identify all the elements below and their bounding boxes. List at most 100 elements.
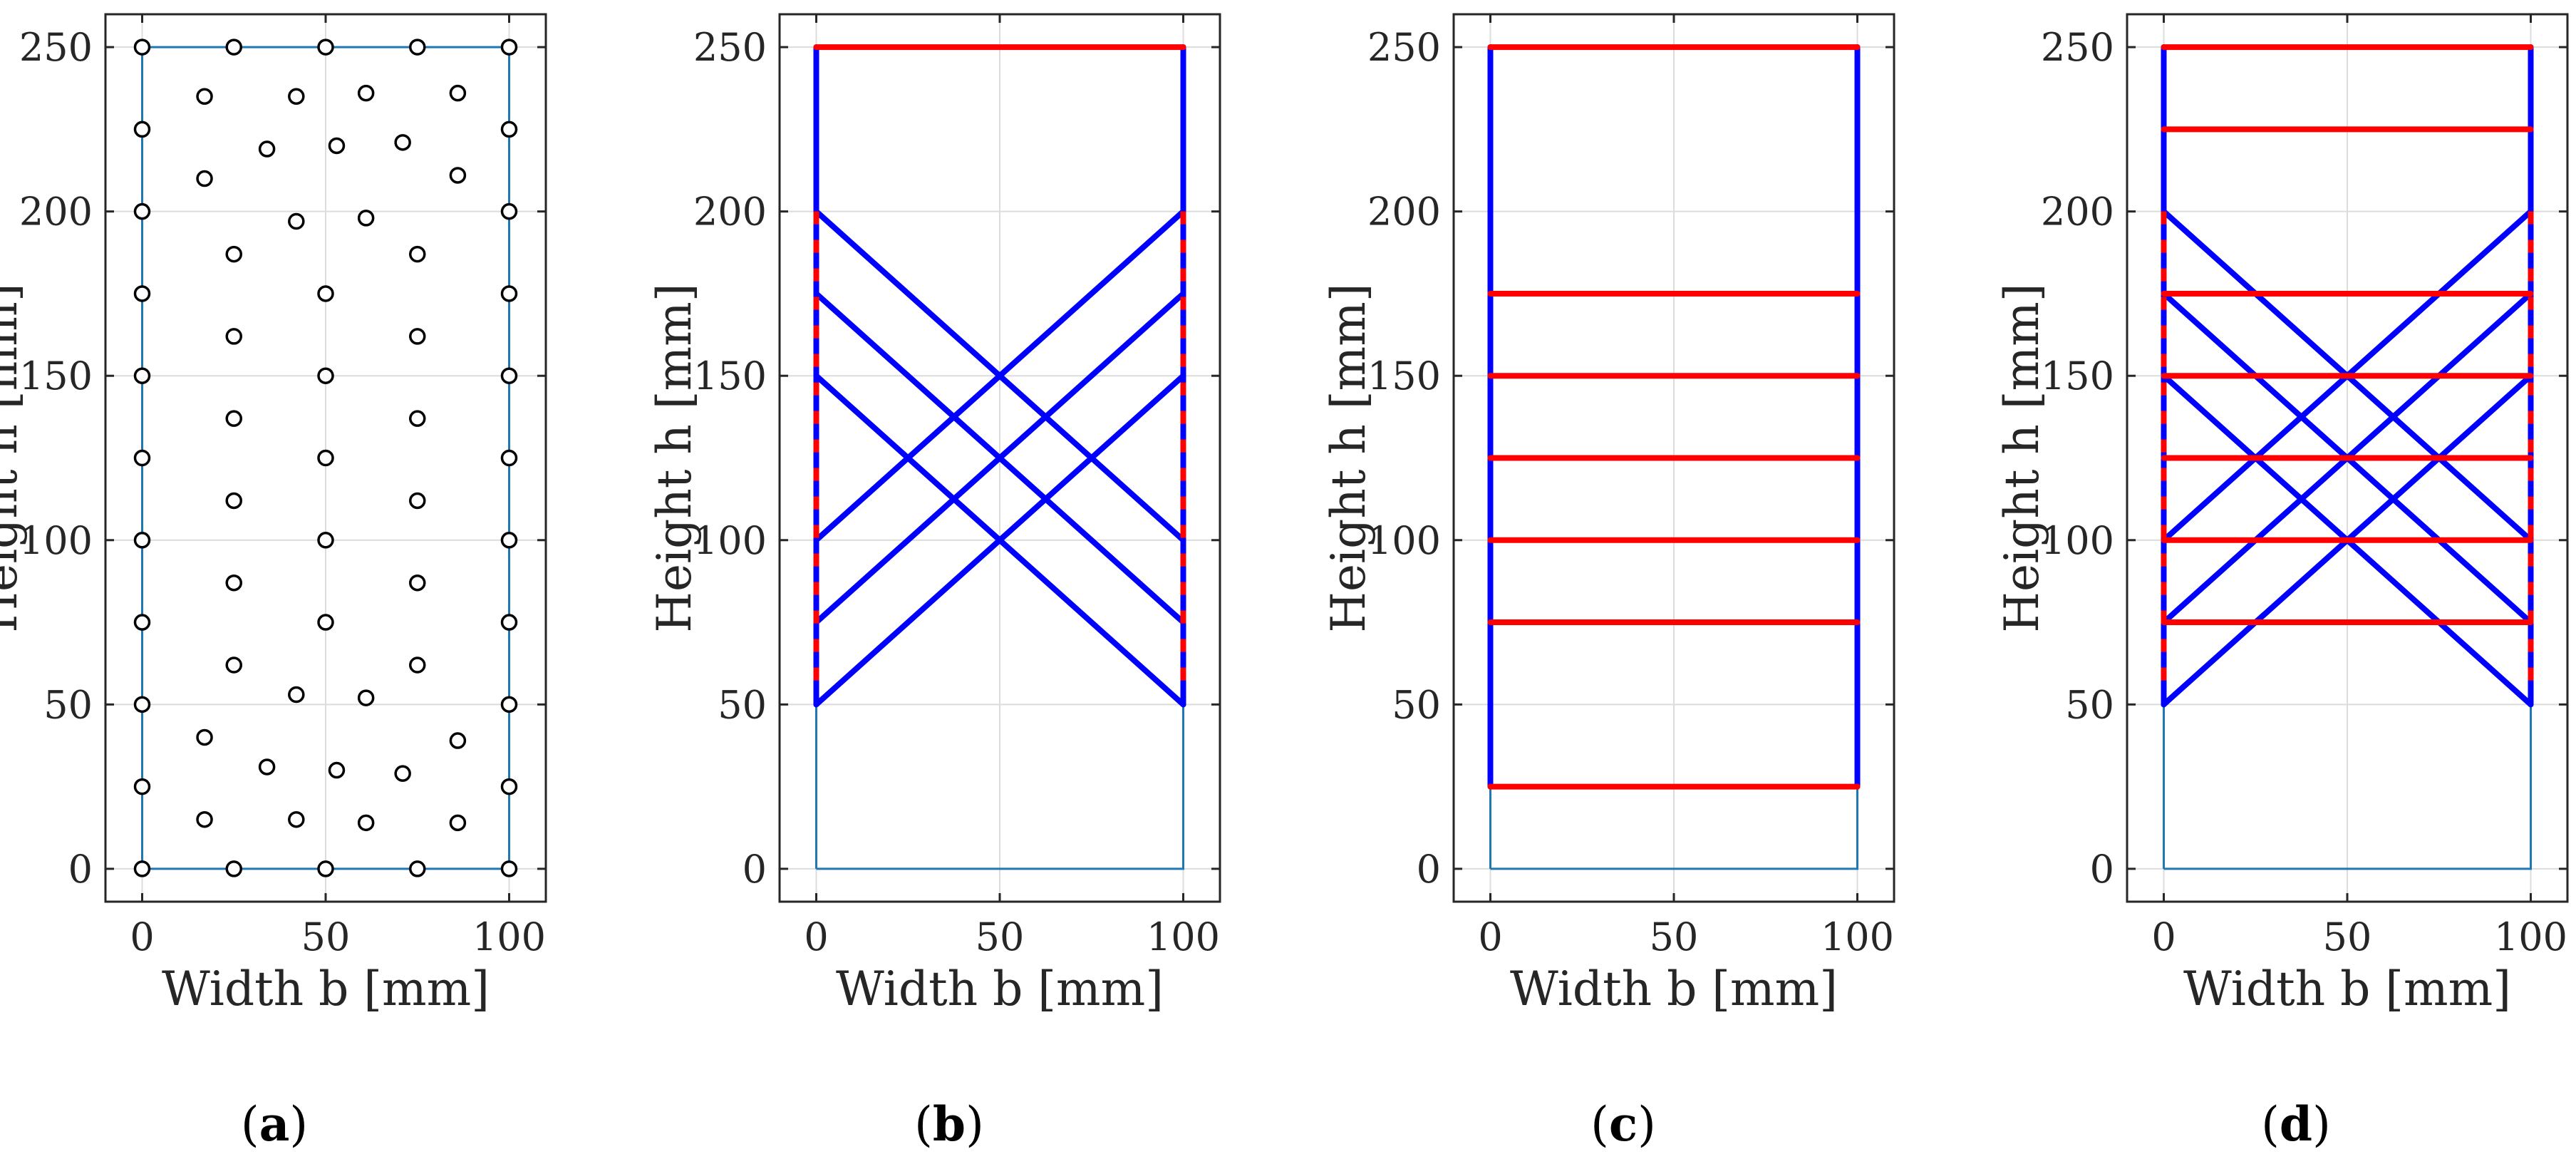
y-axis-label: Height h [mm] — [1995, 283, 2049, 632]
data-point — [133, 120, 151, 138]
data-point — [500, 367, 518, 384]
x-tick-label: 50 — [301, 915, 351, 959]
data-point — [500, 120, 518, 138]
data-point — [258, 758, 276, 776]
y-tick-label: 250 — [1367, 25, 1441, 70]
data-point — [317, 614, 334, 631]
data-point — [449, 84, 467, 102]
x-tick-label: 100 — [2494, 915, 2567, 959]
data-point — [409, 860, 426, 877]
panel-caption: (c) — [1590, 1096, 1656, 1152]
y-tick-label: 100 — [693, 518, 767, 563]
data-point — [357, 689, 375, 706]
data-point — [317, 449, 334, 467]
data-point — [328, 761, 346, 779]
panel-a: 0 50 100 0 50 100 150 200 250 Width b [mm] Height … — [0, 13, 547, 1152]
data-point — [449, 167, 467, 184]
panels: 0 50 100 0 50 100 150 200 250 Width b [mm] Height … — [0, 13, 2569, 1152]
data-point — [500, 532, 518, 549]
x-tick-label: 0 — [804, 915, 828, 959]
data-point — [133, 778, 151, 795]
data-point — [133, 202, 151, 220]
data-point — [500, 614, 518, 631]
data-point — [500, 202, 518, 220]
data-point — [394, 134, 411, 151]
y-tick-label: 50 — [718, 682, 767, 727]
strut-line — [813, 373, 1186, 708]
y-tick-label: 50 — [2065, 682, 2114, 727]
data-point — [133, 38, 151, 56]
data-point — [288, 88, 305, 105]
data-point — [328, 137, 346, 155]
data-point — [409, 656, 426, 674]
data-point — [357, 84, 375, 102]
y-tick-label: 200 — [2041, 190, 2114, 235]
data-point — [133, 860, 151, 877]
data-point — [225, 245, 242, 263]
x-axis-label: Width b [mm] — [1510, 962, 1838, 1016]
y-tick-label: 100 — [2041, 518, 2114, 563]
data-point — [225, 574, 242, 592]
panel-c: 0 50 100 0 50 100 150 200 250 Width b [mm] Height … — [1321, 13, 1895, 1152]
x-axis-label: Width b [mm] — [836, 962, 1164, 1016]
x-tick-label: 100 — [1147, 915, 1220, 959]
data-point — [225, 410, 242, 427]
data-point — [409, 38, 426, 56]
data-point — [196, 170, 213, 187]
y-tick-label: 200 — [19, 190, 93, 235]
panel-d: 0 50 100 0 50 100 150 200 250 Width b [mm] Height … — [1995, 13, 2569, 1152]
x-axis-label: Width b [mm] — [162, 962, 490, 1016]
data-point — [225, 656, 242, 674]
x-tick-label: 0 — [1478, 915, 1502, 959]
y-axis-label: Height h [mm] — [1321, 283, 1376, 632]
y-tick-label: 100 — [19, 518, 93, 563]
data-point — [317, 532, 334, 549]
data-point — [196, 728, 213, 746]
data-point — [409, 328, 426, 345]
y-tick-label: 100 — [1367, 518, 1441, 563]
data-point — [500, 778, 518, 795]
data-point — [225, 860, 242, 877]
data-point — [133, 696, 151, 714]
panel-b: 0 50 100 0 50 100 150 200 250 Width b [mm] Height … — [647, 13, 1221, 1152]
data-point — [409, 574, 426, 592]
x-tick-label: 100 — [1821, 915, 1894, 959]
data-point — [500, 696, 518, 714]
x-tick-label: 50 — [2323, 915, 2372, 959]
data-point — [500, 38, 518, 56]
y-tick-label: 250 — [693, 25, 767, 70]
data-point — [449, 814, 467, 832]
data-point — [500, 449, 518, 467]
data-point — [133, 449, 151, 467]
y-tick-label: 50 — [43, 682, 93, 727]
data-point — [133, 532, 151, 549]
data-point — [196, 810, 213, 828]
data-point — [317, 367, 334, 384]
data-point — [196, 88, 213, 105]
x-tick-label: 0 — [2151, 915, 2176, 959]
y-axis-label: Height h [mm] — [647, 283, 702, 632]
data-point — [288, 686, 305, 704]
strut-line — [813, 290, 1186, 626]
y-tick-label: 150 — [19, 354, 93, 398]
x-axis-label: Width b [mm] — [2183, 962, 2511, 1016]
y-tick-label: 0 — [2090, 847, 2114, 892]
data-point — [133, 367, 151, 384]
data-point — [500, 285, 518, 302]
data-point — [133, 285, 151, 302]
y-tick-label: 0 — [68, 847, 93, 892]
data-point — [225, 38, 242, 56]
y-tick-label: 250 — [2041, 25, 2114, 70]
y-axis-label: Height h [mm] — [0, 283, 28, 632]
y-tick-label: 200 — [693, 190, 767, 235]
y-tick-label: 150 — [1367, 354, 1441, 398]
data-point — [409, 245, 426, 263]
x-tick-label: 50 — [1650, 915, 1699, 959]
data-point — [225, 328, 242, 345]
y-tick-label: 150 — [693, 354, 767, 398]
x-tick-label: 0 — [130, 915, 154, 959]
x-tick-label: 50 — [976, 915, 1025, 959]
y-tick-label: 50 — [1392, 682, 1441, 727]
data-point — [317, 285, 334, 302]
